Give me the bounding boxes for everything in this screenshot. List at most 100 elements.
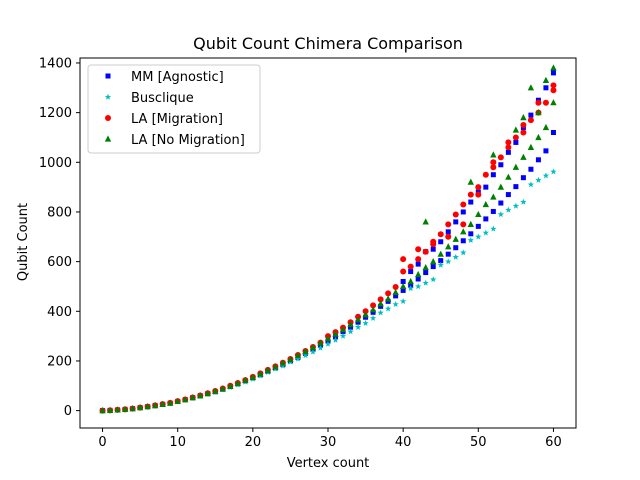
- chart-title: Qubit Count Chimera Comparison: [193, 34, 463, 53]
- point-la-no-migration: [166, 399, 174, 406]
- point-la-migration: [550, 82, 557, 89]
- point-busclique: [467, 236, 474, 243]
- point-la-no-migration: [159, 400, 166, 408]
- point-mm-agnostic: [460, 209, 466, 215]
- point-la-no-migration: [332, 330, 339, 337]
- point-la-no-migration: [490, 193, 497, 200]
- point-mm-agnostic: [505, 192, 511, 198]
- point-la-migration: [475, 191, 482, 198]
- point-la-no-migration: [535, 109, 542, 116]
- point-mm-agnostic: [550, 70, 556, 76]
- point-la-no-migration: [99, 407, 106, 414]
- point-la-no-migration: [430, 258, 437, 265]
- y-tick-label: 0: [64, 404, 72, 419]
- point-la-migration: [445, 233, 452, 240]
- point-la-no-migration: [490, 151, 497, 158]
- point-la-no-migration: [182, 396, 189, 403]
- point-la-migration: [445, 221, 452, 228]
- point-la-migration: [490, 159, 497, 166]
- point-la-no-migration: [467, 178, 474, 185]
- point-la-no-migration: [219, 385, 226, 392]
- point-mm-agnostic: [468, 199, 474, 205]
- point-mm-agnostic: [415, 261, 421, 267]
- point-mm-agnostic: [460, 238, 466, 244]
- point-mm-agnostic: [453, 245, 459, 251]
- legend-marker: [105, 73, 111, 79]
- point-la-migration: [475, 184, 482, 191]
- point-mm-agnostic: [430, 264, 436, 270]
- point-la-migration: [550, 87, 557, 94]
- x-tick-label: 30: [320, 435, 337, 450]
- point-la-migration: [392, 283, 399, 290]
- x-tick-label: 50: [470, 435, 487, 450]
- point-busclique: [400, 298, 407, 305]
- point-la-no-migration: [106, 406, 114, 413]
- x-tick-label: 20: [245, 435, 262, 450]
- point-la-no-migration: [317, 339, 324, 346]
- point-mm-agnostic: [535, 157, 541, 163]
- x-tick-label: 0: [98, 435, 106, 450]
- point-busclique: [452, 253, 459, 260]
- point-mm-agnostic: [430, 246, 436, 252]
- point-la-no-migration: [392, 288, 399, 296]
- point-la-migration: [430, 238, 437, 245]
- point-mm-agnostic: [445, 229, 451, 235]
- point-la-no-migration: [527, 84, 535, 91]
- point-mm-agnostic: [498, 162, 504, 168]
- point-la-no-migration: [535, 133, 542, 141]
- point-mm-agnostic: [543, 148, 549, 154]
- point-la-no-migration: [377, 300, 384, 307]
- point-mm-agnostic: [393, 293, 399, 299]
- legend-label: LA [Migration]: [131, 112, 223, 127]
- point-la-no-migration: [294, 351, 302, 359]
- point-la-no-migration: [512, 163, 520, 170]
- point-la-migration: [520, 129, 527, 136]
- x-tick-label: 10: [169, 435, 186, 450]
- point-la-no-migration: [197, 392, 204, 399]
- y-tick-label: 400: [47, 305, 72, 320]
- point-busclique: [527, 181, 535, 188]
- point-la-no-migration: [287, 355, 294, 363]
- point-la-no-migration: [362, 311, 369, 318]
- point-busclique: [369, 314, 377, 321]
- point-la-no-migration: [234, 379, 242, 386]
- point-la-migration: [385, 290, 392, 297]
- point-la-no-migration: [369, 306, 377, 313]
- point-la-migration: [542, 99, 549, 106]
- x-axis: 0 10 20 30 40 50 60: [98, 428, 562, 450]
- point-busclique: [309, 348, 317, 355]
- point-mm-agnostic: [520, 175, 526, 181]
- point-la-no-migration: [212, 387, 219, 394]
- legend-marker: [105, 115, 111, 121]
- point-busclique: [302, 352, 309, 359]
- y-axis-title: Qubit Count: [16, 203, 31, 281]
- point-mm-agnostic: [445, 251, 451, 257]
- point-busclique: [475, 233, 482, 240]
- point-la-no-migration: [550, 64, 557, 71]
- y-axis: 0 200 400 600 800 1000 1200 1400: [39, 56, 80, 419]
- legend-label: Busclique: [131, 91, 194, 106]
- point-la-migration: [490, 164, 497, 171]
- point-la-no-migration: [445, 243, 452, 250]
- legend: MM [Agnostic] Busclique LA [Migration] LA […: [87, 64, 261, 154]
- point-la-no-migration: [144, 403, 151, 410]
- point-la-no-migration: [136, 404, 144, 411]
- point-la-migration: [460, 221, 467, 228]
- point-busclique: [505, 206, 512, 213]
- point-busclique: [377, 309, 384, 316]
- point-la-no-migration: [114, 406, 121, 413]
- point-busclique: [550, 168, 557, 175]
- point-mm-agnostic: [528, 166, 534, 172]
- point-mm-agnostic: [415, 276, 421, 282]
- point-la-no-migration: [422, 218, 429, 225]
- point-mm-agnostic: [490, 208, 496, 214]
- point-la-migration: [520, 122, 527, 129]
- point-la-no-migration: [249, 373, 257, 380]
- point-busclique: [482, 229, 489, 236]
- legend-marker: [104, 135, 112, 142]
- point-la-migration: [370, 302, 377, 309]
- data-points: [99, 64, 557, 414]
- point-la-no-migration: [309, 343, 317, 351]
- point-la-migration: [535, 99, 542, 106]
